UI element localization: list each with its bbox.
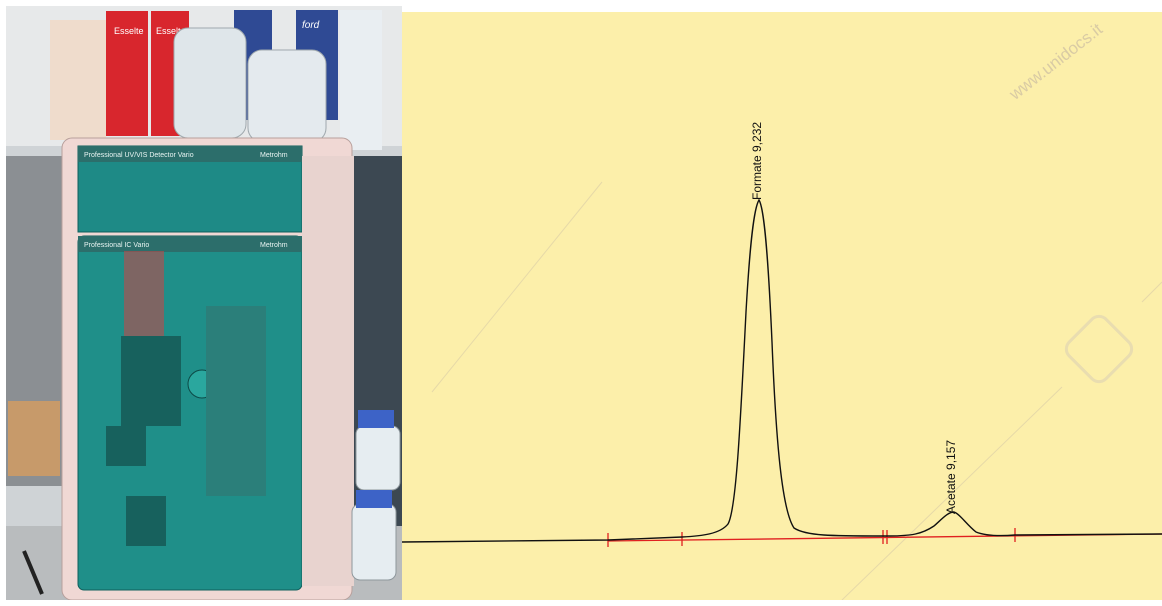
coil-tubing — [124, 251, 164, 336]
eluent-bottle-1 — [174, 28, 246, 138]
pump-module — [121, 336, 181, 426]
sample-bottle-2 — [352, 504, 396, 580]
peak-label-formate: Formate 9,232 — [750, 122, 764, 200]
chromatogram-plot — [402, 12, 1162, 600]
ic-door — [78, 236, 302, 590]
eluent-bottle-2 — [248, 50, 326, 142]
brand-logo-mid: Metrohm — [260, 242, 288, 249]
sample-bottle-1 — [356, 426, 400, 490]
column-oven — [206, 306, 266, 496]
detector-label: Professional UV/VIS Detector Vario — [84, 152, 194, 159]
chromatogram-background — [402, 12, 1162, 600]
instrument-photo: Esselte Esselte ford Professional UV/VIS… — [6, 6, 402, 600]
bottom-module — [126, 496, 166, 546]
side-panel — [302, 156, 354, 586]
box-pink — [50, 20, 106, 140]
peak-label-acetate: Acetate 9,157 — [944, 440, 958, 514]
brand-logo-top: Metrohm — [260, 152, 288, 159]
sample-cap-1 — [358, 410, 394, 428]
binder-label-1: Esselte — [114, 26, 144, 36]
ic-label: Professional IC Vario — [84, 242, 149, 249]
sample-cap-2 — [356, 490, 392, 508]
binder-white — [340, 10, 382, 150]
suppressor — [106, 426, 146, 466]
binder-label-3: ford — [302, 20, 320, 31]
chromatogram-panel: www.unidocs.it Formate 9,232 Acetate 9,1… — [402, 12, 1162, 600]
cardboard-box — [8, 401, 60, 476]
